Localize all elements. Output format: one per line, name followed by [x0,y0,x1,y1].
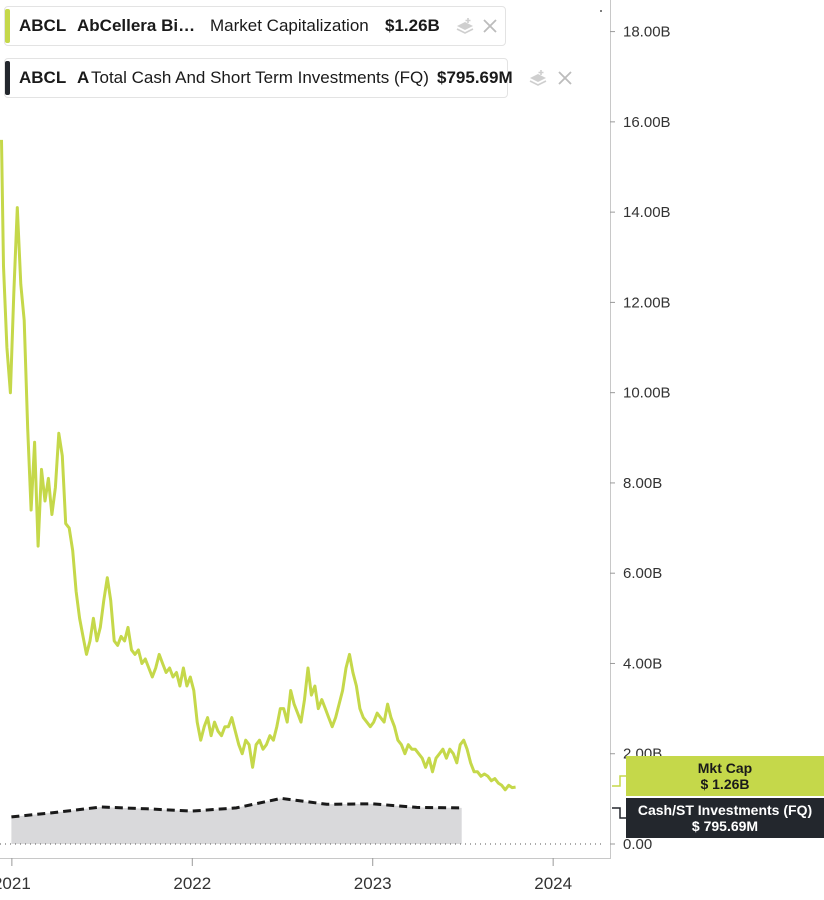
legend-value: $795.69M [437,68,513,87]
legend-metric: Total Cash And Short Term Investments (F… [91,68,429,87]
mkt-cap-price-tag: Mkt Cap $ 1.26B [626,756,824,796]
x-tick-label: 2022 [173,874,211,893]
x-tick-label: 2023 [354,874,392,893]
stack-icon[interactable] [528,68,548,88]
legend-ticker: ABCL [19,16,67,35]
y-tick-label: 14.00B [623,204,671,221]
stack-icon[interactable] [455,16,475,36]
y-axis: 0.002.00B4.00B6.00B8.00B10.00B12.00B14.0… [610,24,671,853]
cash-swatch [5,61,10,95]
cash-area [11,798,462,844]
mkt-cap-tag-value: $ 1.26B [700,776,750,792]
cash-price-tag: Cash/ST Investments (FQ) $ 795.69M [626,798,824,838]
cash-tag-label: Cash/ST Investments (FQ) [637,802,813,818]
legend-ticker: ABCL [19,68,67,87]
close-icon[interactable] [555,68,575,88]
cash-connector [612,807,626,819]
x-axis: 2021 2022 2023 2024 [0,858,572,893]
legend-metric: Market Capitalization [210,16,369,35]
plot-area [0,139,516,844]
y-tick-label: 18.00B [623,24,671,41]
y-tick-label: 12.00B [623,294,671,311]
y-tick-label: 6.00B [623,565,662,582]
y-tick-label: 10.00B [623,385,671,402]
cash-tag-value: $ 795.69M [691,818,759,834]
x-tick-label: 2021 [0,874,31,893]
mkt-cap-tag-label: Mkt Cap [697,760,753,776]
mkt-cap-connector [612,775,626,787]
x-tick-label: 2024 [534,874,572,893]
y-tick-label: 0.00 [623,836,652,853]
y-tick-label: 4.00B [623,655,662,672]
market-cap-series-line [0,139,516,792]
corner-dot [600,10,602,12]
y-tick-label: 16.00B [623,114,671,131]
legend-value: $1.26B [385,16,440,35]
legend-row-market-cap[interactable]: ABCL AbCellera Bi… Market Capitalization… [4,6,506,46]
cash-series-line [11,796,462,819]
y-tick-label: 8.00B [623,475,662,492]
market-cap-swatch [5,9,10,43]
legend-company-name: A [77,68,90,87]
legend-row-cash[interactable]: ABCL A Total Cash And Short Term Investm… [4,58,572,98]
close-icon[interactable] [480,16,500,36]
legend-company-name: AbCellera Bi… [77,16,196,35]
